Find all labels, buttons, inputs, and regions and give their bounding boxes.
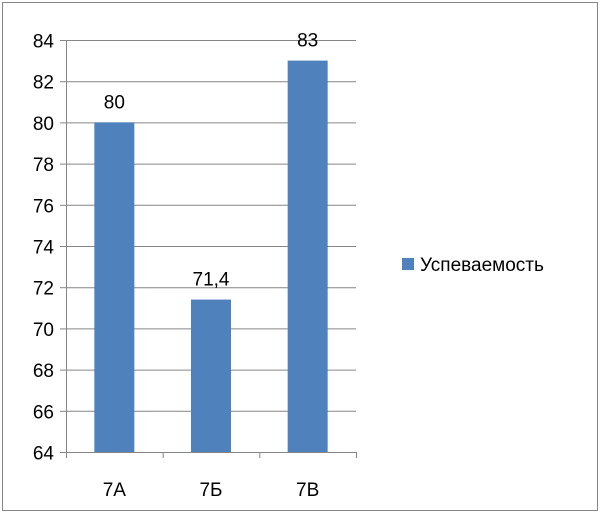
y-tick-label: 80 [33, 114, 54, 135]
bar-7А [94, 122, 134, 452]
x-tick-label: 7Б [199, 480, 222, 501]
y-tick-label: 74 [33, 238, 55, 259]
data-label: 80 [104, 92, 125, 113]
bar-7Б [191, 300, 231, 452]
y-tick-label: 66 [33, 402, 54, 423]
y-tick-label: 68 [33, 361, 54, 382]
x-tick-label: 7А [103, 480, 127, 501]
y-tick-label: 84 [33, 32, 55, 53]
y-tick-label: 78 [33, 155, 54, 176]
legend-label: Успеваемость [420, 255, 544, 276]
data-label: 71,4 [193, 270, 230, 291]
y-tick-label: 76 [33, 196, 54, 217]
y-tick-label: 70 [33, 320, 54, 341]
legend: Успеваемость [402, 255, 544, 276]
x-tick-label: 7В [296, 480, 319, 501]
data-label: 83 [297, 31, 318, 52]
legend-swatch [402, 258, 414, 270]
y-tick-label: 72 [33, 279, 54, 300]
y-tick-label: 82 [33, 73, 54, 94]
bar-7В [288, 61, 328, 452]
y-tick-label: 64 [33, 444, 55, 465]
